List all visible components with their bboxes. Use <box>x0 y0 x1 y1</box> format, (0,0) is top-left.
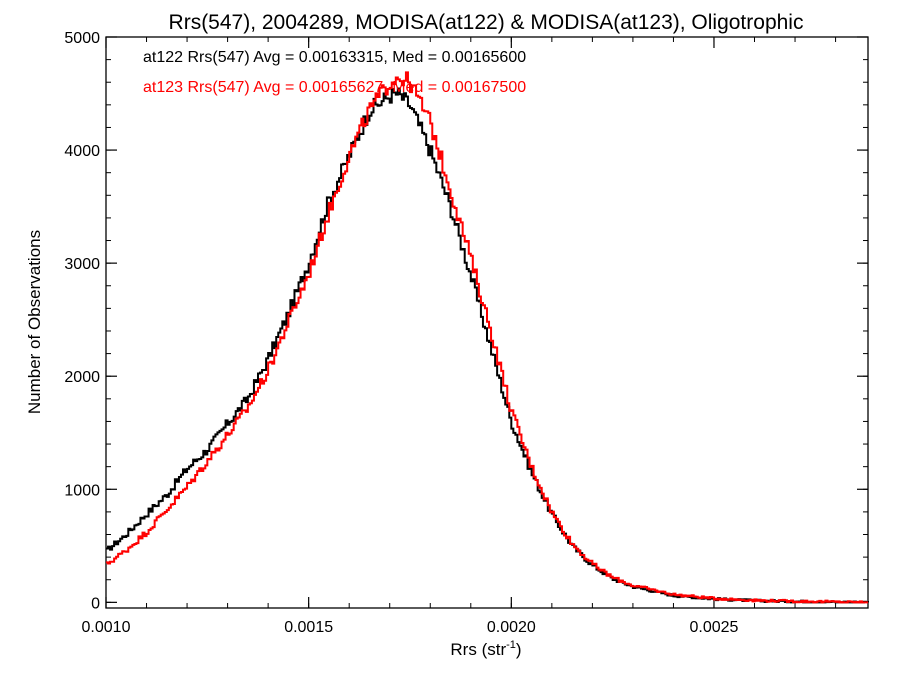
x-tick-label: 0.0025 <box>690 619 739 636</box>
x-axis-title: Rrs (str-1) <box>450 639 521 659</box>
plot-area: 0.0010 0.0015 0.0020 0.0025 0 1000 2000 3000 400… <box>64 30 869 636</box>
x-tick-label: 0.0015 <box>284 619 333 636</box>
y-tick-label: 4000 <box>64 143 100 160</box>
y-tick-label: 1000 <box>64 482 100 499</box>
y-tick-label: 5000 <box>64 30 100 47</box>
x-axis-title-suffix: ) <box>516 640 522 659</box>
series-line-1 <box>106 71 868 604</box>
chart-title: Rrs(547), 2004289, MODISA(at122) & MODIS… <box>169 11 804 34</box>
y-tick-label: 3000 <box>64 256 100 273</box>
y-tick-label: 2000 <box>64 369 100 386</box>
x-tick-label: 0.0010 <box>82 619 131 636</box>
x-tick-label: 0.0020 <box>487 619 536 636</box>
series-line-0 <box>106 87 869 604</box>
x-axis-title-main: Rrs (str <box>450 640 506 659</box>
annotation-at123: at123 Rrs(547) Avg = 0.00165627, Med = 0… <box>143 79 526 96</box>
y-tick-label: 0 <box>91 595 100 612</box>
x-axis-title-superscript: -1 <box>506 639 516 651</box>
plot-frame <box>105 36 869 609</box>
annotation-at122: at122 Rrs(547) Avg = 0.00163315, Med = 0… <box>143 49 526 66</box>
y-axis-title: Number of Observations <box>25 230 44 414</box>
